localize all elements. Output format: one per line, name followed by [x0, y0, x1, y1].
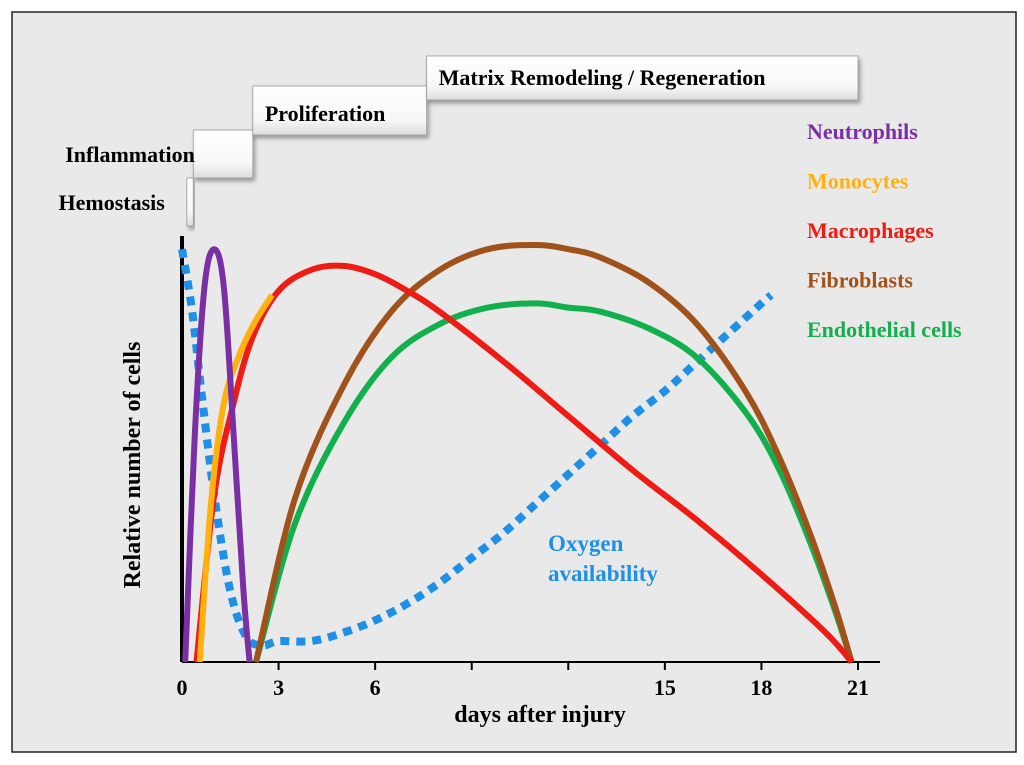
x-tick-label-6: 6 — [370, 675, 381, 700]
series — [178, 242, 855, 664]
phase-label-proliferation: Proliferation — [265, 101, 386, 126]
legend-item-neutrophils: Neutrophils — [807, 119, 918, 144]
axes: 0 3 6 15 18 21 — [177, 236, 880, 700]
figure-frame — [11, 11, 1017, 753]
phase-boxes: Hemostasis Inflammation Proliferation Matri… — [59, 55, 859, 227]
phase-label-hemostasis: Hemostasis — [59, 190, 166, 215]
y-axis-label: Relative number of cells — [120, 342, 146, 589]
x-axis-label: days after injury — [454, 702, 626, 728]
oxygen-annotation: Oxygen availability — [548, 531, 658, 586]
x-tick-label-0: 0 — [177, 675, 188, 700]
phase-label-inflammation: Inflammation — [65, 142, 195, 167]
series-line-fibroblasts — [253, 242, 855, 663]
series-line-oxygen-availability — [178, 248, 774, 650]
legend-item-fibroblasts: Fibroblasts — [807, 268, 913, 293]
legend: Neutrophils Monocytes Macrophages Fibroblas… — [807, 119, 962, 342]
legend-item-endothelial-cells: Endothelial cells — [807, 317, 962, 342]
x-tick-label-21: 21 — [847, 675, 869, 700]
phase-box-hemostasis — [186, 177, 194, 227]
x-tick-label-3: 3 — [273, 675, 284, 700]
series-line-neutrophils — [182, 246, 253, 663]
series-line-macrophages — [193, 262, 854, 664]
phase-box-inflammation — [192, 129, 254, 179]
legend-item-monocytes: Monocytes — [807, 169, 909, 194]
x-tick-label-18: 18 — [750, 675, 772, 700]
phase-label-matrix-remodeling-regeneration: Matrix Remodeling / Regeneration — [439, 65, 766, 90]
oxygen-annotation-line-1: Oxygen — [548, 531, 624, 556]
phase-box-proliferation — [252, 85, 428, 136]
legend-item-macrophages: Macrophages — [807, 218, 934, 243]
oxygen-annotation-line-2: availability — [548, 561, 658, 586]
series-line-endothelial-cells — [253, 300, 855, 663]
phase-box-matrix-remodeling-regeneration — [426, 55, 859, 101]
series-line-monocytes — [196, 293, 275, 663]
x-tick-label-15: 15 — [654, 675, 676, 700]
